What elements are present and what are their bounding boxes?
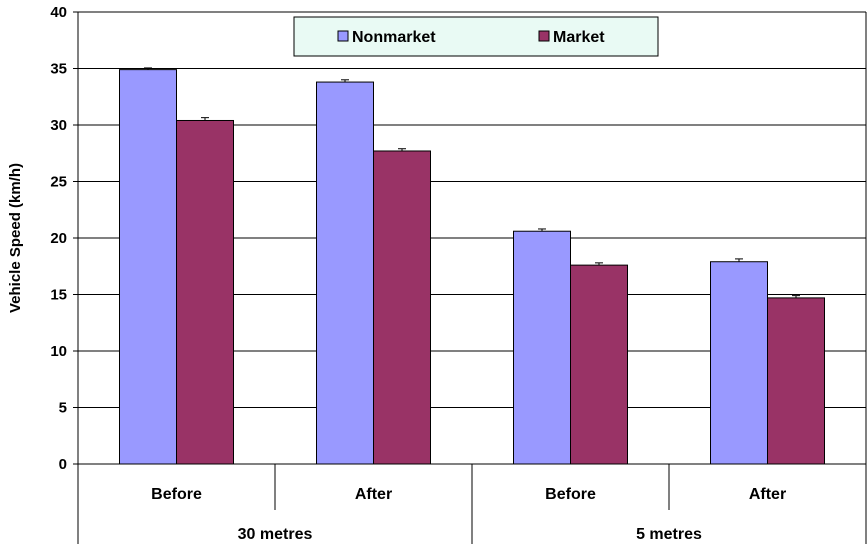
x-group-label: 30 metres bbox=[238, 526, 313, 543]
bar-nonmarket bbox=[316, 81, 374, 465]
y-tick-label: 20 bbox=[50, 230, 67, 247]
x-category-labels: Before After Before After 30 metres 5 metres bbox=[151, 486, 786, 543]
bar-market bbox=[767, 297, 825, 465]
legend-box bbox=[293, 16, 659, 57]
y-tick-label: 15 bbox=[50, 287, 67, 304]
y-tick-label: 25 bbox=[50, 174, 67, 191]
y-tick-label: 0 bbox=[59, 456, 67, 473]
legend-swatch-nonmarket bbox=[337, 30, 349, 42]
legend-label-market: Market bbox=[553, 29, 605, 46]
y-tick-label: 5 bbox=[59, 400, 67, 417]
x-category-label: After bbox=[355, 486, 392, 503]
bar-market bbox=[570, 264, 628, 465]
bar-market bbox=[373, 150, 431, 465]
y-tick-label: 35 bbox=[50, 61, 67, 78]
legend-swatch-market bbox=[538, 30, 550, 42]
legend: Nonmarket Market bbox=[293, 16, 659, 57]
x-category-label: After bbox=[749, 486, 786, 503]
bars bbox=[119, 67, 825, 465]
legend-label-nonmarket: Nonmarket bbox=[352, 29, 436, 46]
y-tick-label: 10 bbox=[50, 343, 67, 360]
y-tick-labels: 0 5 10 15 20 25 30 35 40 bbox=[50, 4, 67, 473]
x-category-label: Before bbox=[545, 486, 596, 503]
y-tick-label: 30 bbox=[50, 117, 67, 134]
x-group-label: 5 metres bbox=[636, 526, 702, 543]
x-category-label: Before bbox=[151, 486, 202, 503]
bar-nonmarket bbox=[119, 69, 177, 465]
y-axis-label: Vehicle Speed (km/h) bbox=[7, 163, 24, 313]
bar-nonmarket bbox=[513, 230, 571, 465]
y-tick-label: 40 bbox=[50, 4, 67, 21]
bar-market bbox=[176, 119, 234, 465]
bar-nonmarket bbox=[710, 261, 768, 465]
axes bbox=[73, 11, 867, 544]
